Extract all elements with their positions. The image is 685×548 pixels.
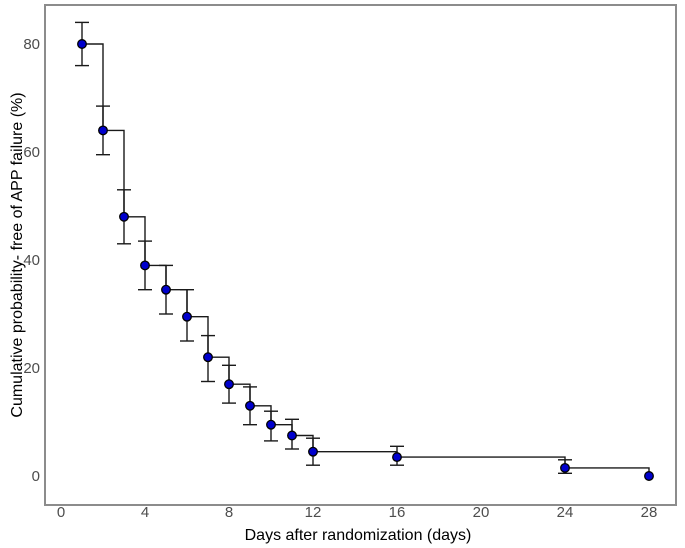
x-tick-label: 20: [473, 504, 490, 521]
data-point: [287, 430, 297, 441]
data-point: [203, 352, 213, 363]
data-point: [119, 211, 129, 222]
data-point: [98, 125, 108, 136]
data-point: [560, 462, 570, 473]
data-point: [224, 379, 234, 390]
x-axis-title: Days after randomization (days): [245, 527, 472, 544]
y-axis-title: Cumulative probability- free of APP fail…: [9, 92, 26, 417]
y-tick-label: 80: [23, 36, 40, 53]
survival-step-curve: [82, 43, 650, 476]
y-tick-label: 60: [23, 144, 40, 161]
data-point: [392, 452, 402, 463]
x-tick-label: 12: [305, 504, 322, 521]
data-point: [182, 311, 192, 322]
plot-panel-border: [44, 4, 677, 506]
data-point: [644, 471, 654, 481]
x-tick-label: 0: [57, 504, 65, 521]
data-point: [161, 284, 171, 295]
x-tick-label: 16: [389, 504, 406, 521]
y-tick-label: 40: [23, 252, 40, 269]
x-tick-label: 4: [141, 504, 149, 521]
data-point: [77, 39, 87, 49]
x-tick-label: 24: [557, 504, 574, 521]
y-tick-label: 0: [32, 468, 40, 485]
x-tick-label: 8: [225, 504, 233, 521]
data-point: [308, 446, 318, 457]
data-point: [266, 419, 276, 430]
data-point: [245, 400, 255, 411]
x-tick-label: 28: [641, 504, 658, 521]
data-point: [140, 260, 150, 271]
y-tick-label: 20: [23, 360, 40, 377]
